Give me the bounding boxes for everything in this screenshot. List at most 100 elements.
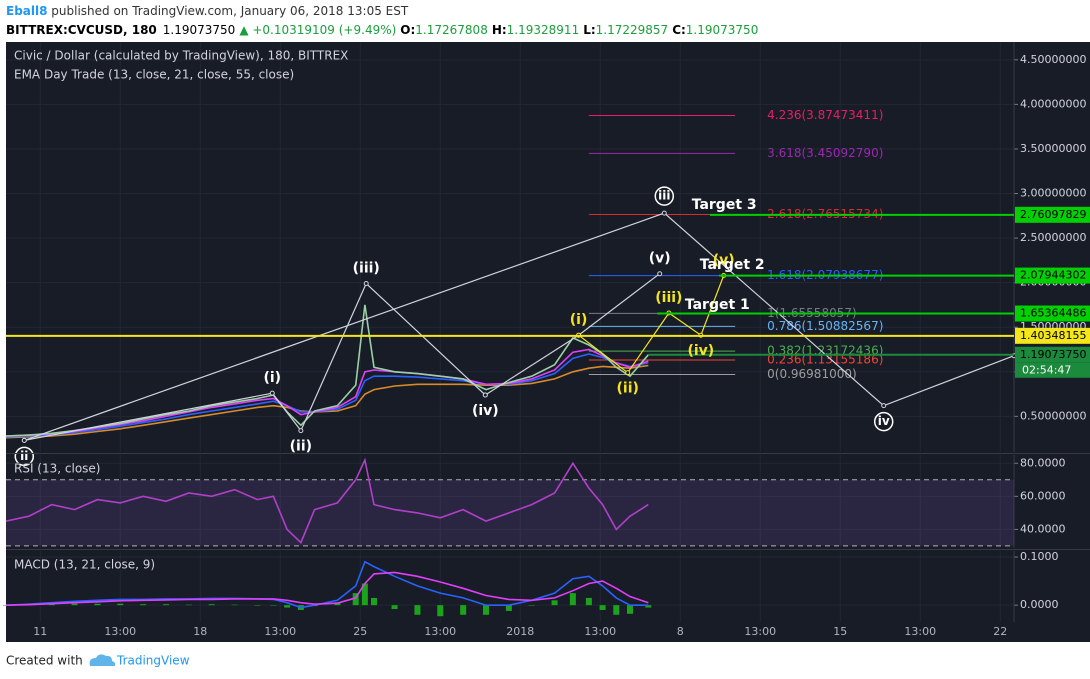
fib-label: 0.236(1.13155186) [767, 353, 883, 367]
price-tag-label: 1.65364486 [1020, 307, 1086, 320]
x-tick-label: 13:00 [264, 625, 296, 638]
histogram-bar [391, 605, 398, 610]
x-tick-label: 25 [353, 625, 367, 638]
wave-vertex [625, 370, 631, 376]
fib-label: 4.236(3.87473411) [767, 108, 883, 122]
x-tick-label: 13:00 [744, 625, 776, 638]
footer-text: Created with [6, 654, 83, 668]
price-tag-label: 1.19073750 [1020, 348, 1086, 361]
histogram-bar [352, 593, 359, 606]
histogram-bar [254, 605, 261, 606]
footer-brand[interactable]: TradingView [116, 654, 190, 668]
ohlc-key: L: [583, 23, 595, 37]
y-tick-label: 2.50000000 [1020, 231, 1086, 244]
ohlc-value: 1.17267808 [415, 23, 488, 37]
histogram-bar [460, 605, 467, 615]
wave-vertex [881, 403, 887, 409]
x-tick-label: 2018 [506, 625, 534, 638]
pane-title: Civic / Dollar (calculated by TradingVie… [14, 49, 348, 63]
wave-vertex [482, 392, 488, 398]
pane-subtitle: EMA Day Trade (13, close, 21, close, 55,… [14, 68, 294, 82]
wave-badge [873, 411, 894, 432]
y-tick-label: 3.50000000 [1020, 142, 1086, 155]
price-tag [1015, 305, 1090, 322]
price-tag [1015, 206, 1090, 223]
chart-layer: 0.500000001.000000001.500000002.00000000… [3, 42, 1090, 638]
price-tag-label: 1.40348155 [1020, 329, 1086, 342]
timer-label: 02:54:47 [1022, 363, 1071, 376]
ohlc-value: 1.19328911 [507, 23, 580, 37]
wave-badge [14, 446, 35, 467]
histogram-bar [94, 603, 101, 606]
wave-label: (iv) [687, 343, 714, 359]
target-label: Target 3 [692, 197, 757, 213]
x-tick-label: 13:00 [584, 625, 616, 638]
symbol-line: BITTREX:CVCUSD, 180 1.19073750 ▲ +0.103191… [6, 23, 758, 37]
wave-vertex [657, 271, 663, 277]
wave-label: (iii) [353, 261, 380, 277]
series-line [5, 304, 649, 437]
target-label: Target 2 [700, 257, 765, 273]
header-bg [0, 0, 1090, 42]
series-line [5, 457, 649, 544]
histogram-bar [414, 605, 421, 615]
series-line [5, 348, 649, 437]
price-tag-label: 2.07944302 [1020, 269, 1086, 282]
histogram-bar [437, 605, 444, 617]
change: ▲ +0.10319109 (+9.49%) [239, 23, 396, 37]
wave-vertex [661, 210, 667, 216]
fib-label: 0.786(1.50882567) [767, 319, 883, 333]
histogram-bar [231, 604, 238, 606]
wave-label: iv [878, 414, 890, 428]
x-tick-label: 18 [193, 625, 207, 638]
x-tick-label: 13:00 [904, 625, 936, 638]
brand-logo[interactable] [89, 654, 116, 666]
series-line [5, 364, 649, 439]
last-price: 1.19073750 [163, 23, 236, 37]
y-tick-label: 4.50000000 [1020, 53, 1086, 66]
x-tick-label: 13:00 [424, 625, 456, 638]
histogram-bar [645, 605, 652, 608]
timer-tag [1015, 362, 1090, 378]
y-tick-label: 0.50000000 [1020, 409, 1086, 422]
series-line [5, 353, 649, 438]
wave-vertex [298, 428, 304, 434]
pane-title: MACD (13, 21, close, 9) [14, 558, 155, 572]
histogram-bar [284, 605, 291, 608]
x-tick-label: 11 [33, 625, 47, 638]
histogram-bar [185, 604, 192, 606]
price-tag [1015, 346, 1090, 363]
footer-bg [0, 642, 1090, 679]
ohlc-value: 1.19073750 [686, 23, 759, 37]
histogram-bar [371, 597, 377, 606]
y-tick-label: 40.0000 [1020, 522, 1066, 535]
histogram-bar [599, 605, 606, 610]
wave-vertex [269, 390, 275, 396]
wave-label: iii [658, 189, 670, 203]
series-line [5, 571, 649, 606]
x-tick-label: 13:00 [104, 625, 136, 638]
histogram-bar [551, 600, 558, 606]
x-tick-label: 8 [677, 625, 684, 638]
author[interactable]: Eball8 [6, 4, 47, 18]
published: published on TradingView.com, January 06… [47, 4, 408, 18]
target-label: Target 1 [685, 297, 750, 313]
wave-line [24, 212, 1015, 441]
histogram-bar [505, 605, 512, 611]
histogram-bar [71, 603, 78, 606]
ohlc-value: 1.17229857 [596, 23, 669, 37]
wave-label: (v) [713, 253, 735, 269]
y-tick-label: 80.0000 [1020, 456, 1066, 469]
histogram-bar [569, 593, 576, 606]
histogram-bar [208, 604, 215, 606]
chart-bg [6, 42, 1090, 642]
ohlc-key: H: [492, 23, 507, 37]
wave-vertex [21, 437, 27, 443]
histogram-bar [361, 583, 368, 606]
price-tag [1015, 267, 1090, 284]
y-tick-label: 60.0000 [1020, 489, 1066, 502]
histogram-bar [140, 604, 147, 606]
ohlc-key: C: [672, 23, 686, 37]
